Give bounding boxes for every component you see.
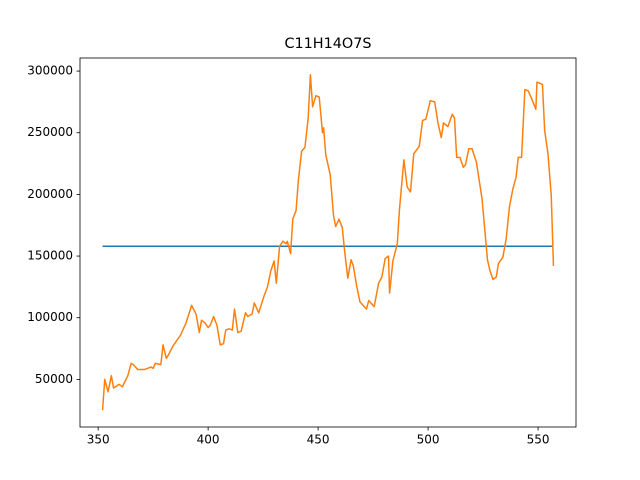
x-tick-label: 450	[307, 433, 330, 447]
y-tick-label: 150000	[27, 249, 73, 263]
x-tick-label: 400	[197, 433, 220, 447]
x-tick-label: 550	[527, 433, 550, 447]
y-tick-label: 100000	[27, 310, 73, 324]
axes-frame	[79, 57, 577, 428]
plot-area	[101, 74, 555, 411]
y-tick-label: 200000	[27, 187, 73, 201]
chart-title: C11H14O7S	[284, 36, 371, 52]
y-tick-label: 300000	[27, 64, 73, 78]
y-tick-label: 250000	[27, 125, 73, 139]
y-tick-label: 50000	[35, 372, 73, 386]
x-tick-label: 350	[87, 433, 110, 447]
data-line	[101, 74, 555, 411]
x-tick-label: 500	[417, 433, 440, 447]
